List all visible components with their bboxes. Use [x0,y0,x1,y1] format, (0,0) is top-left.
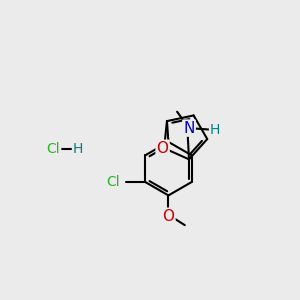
Text: Cl: Cl [46,142,60,155]
Text: O: O [157,141,169,156]
Text: O: O [162,209,174,224]
Text: Cl: Cl [106,175,119,189]
Text: H: H [73,142,83,155]
Text: N: N [183,121,195,136]
Text: H: H [210,123,220,136]
